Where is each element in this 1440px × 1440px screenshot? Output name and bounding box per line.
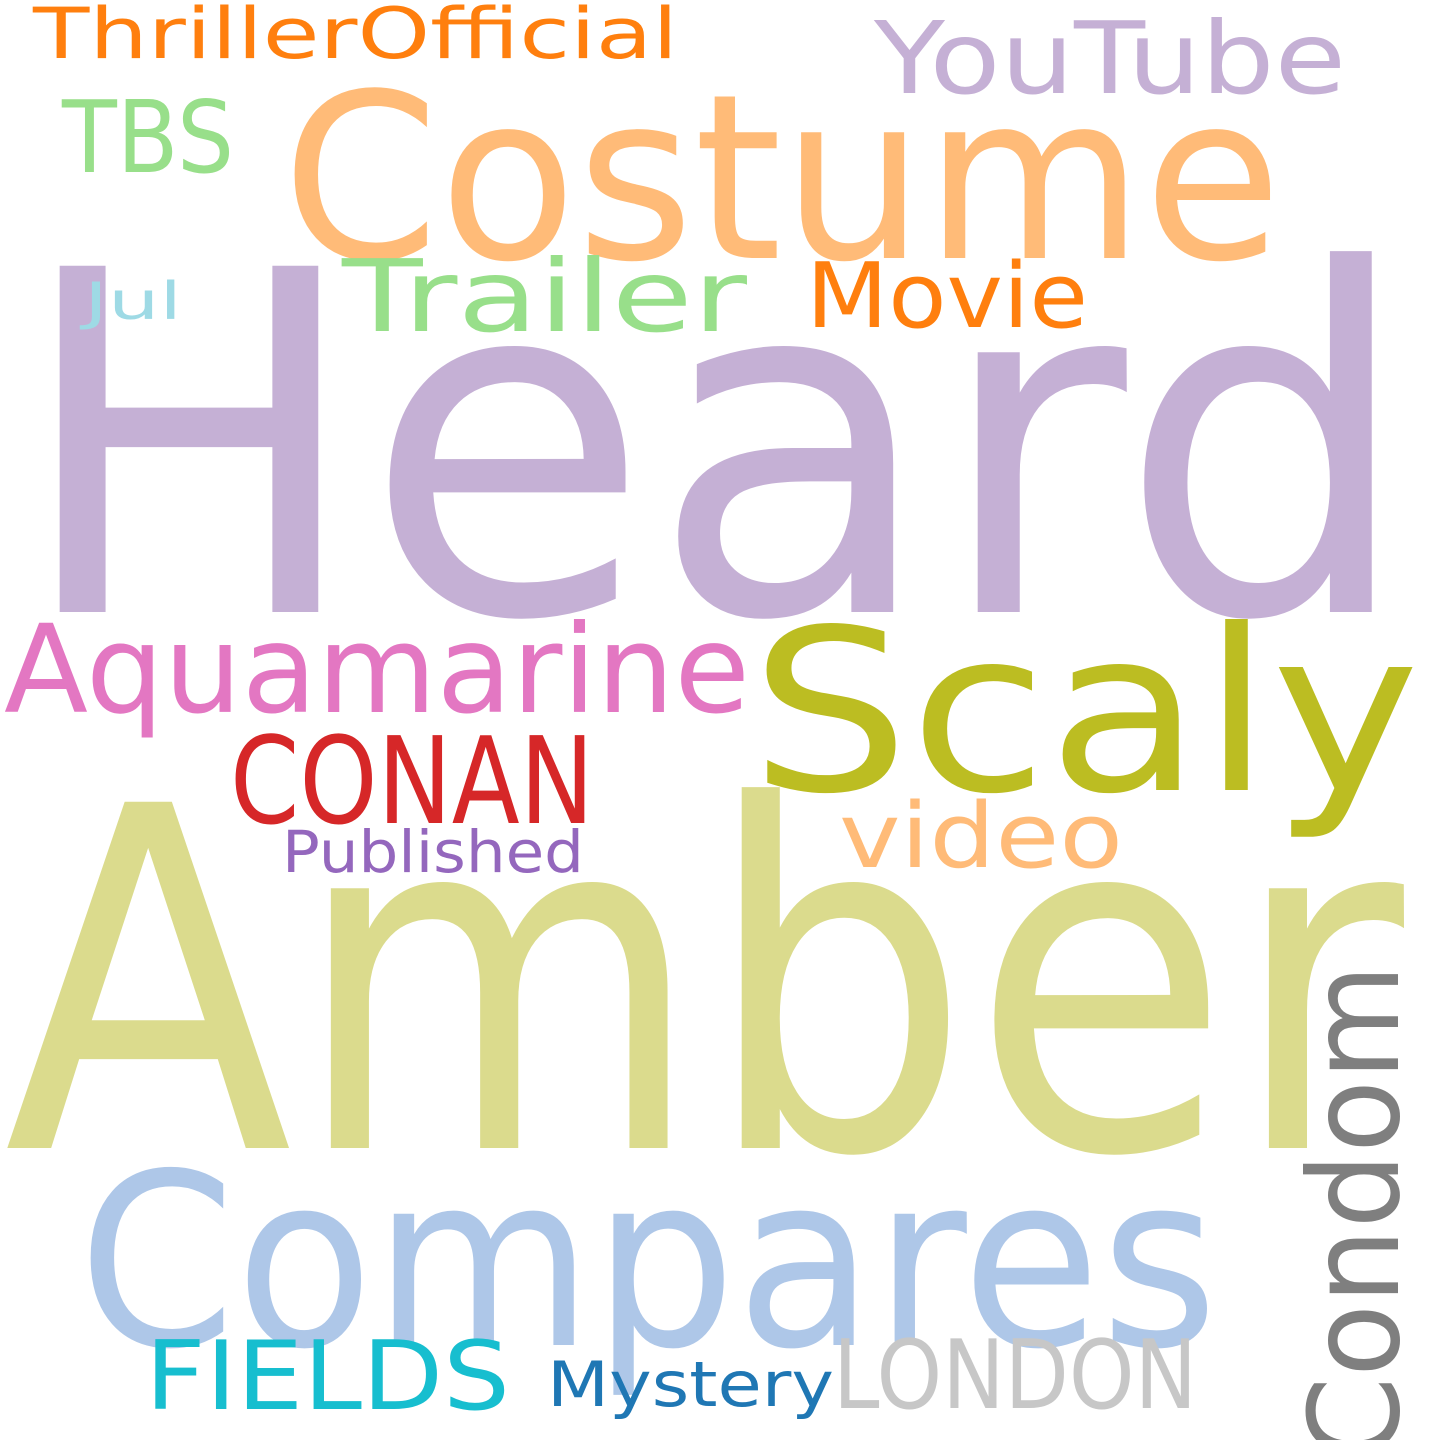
word-thrilleroficial: ThrillerOfficial (32, 0, 678, 75)
word-amber: Amber (4, 708, 1409, 1261)
word-heard: Heard (14, 172, 1414, 725)
word-video: video (839, 784, 1123, 889)
word-jul: Jul (79, 272, 182, 332)
word-trailer: Trailer (341, 238, 748, 355)
word-costume: Costume (282, 46, 1282, 313)
word-london: LONDON (833, 1321, 1197, 1431)
word-movie: Movie (806, 244, 1088, 349)
word-compares: Compares (78, 1122, 1218, 1402)
word-youtube: YouTube (873, 0, 1346, 117)
word-tbs: TBS (61, 79, 234, 196)
word-aquamarine: Aquamarine (4, 599, 750, 741)
word-conan: CONAN (230, 713, 594, 852)
word-condom: Condom (1283, 964, 1428, 1440)
word-fields: FIELDS (145, 1322, 510, 1432)
word-mystery: Mystery (547, 1348, 834, 1421)
word-scaly: Scaly (750, 582, 1420, 844)
word-published: Published (282, 818, 584, 886)
